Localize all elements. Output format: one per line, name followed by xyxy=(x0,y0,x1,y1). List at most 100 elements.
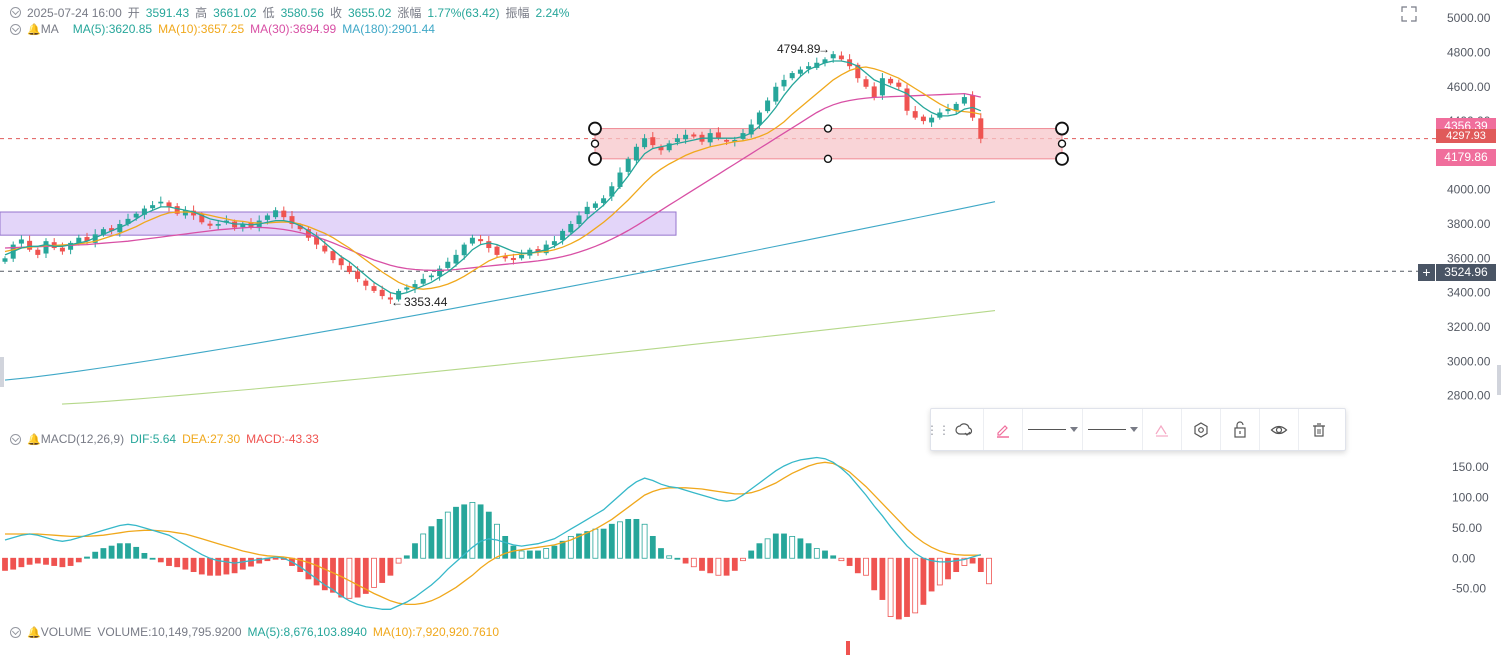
candle-body xyxy=(84,237,90,242)
box-handles[interactable] xyxy=(588,121,1069,166)
macd-histogram-bar xyxy=(576,533,582,559)
macd-histogram-bar xyxy=(633,518,640,559)
macd-histogram-bar xyxy=(961,557,968,566)
macd-histogram-bar xyxy=(371,557,377,588)
ma5-value: MA(5):3620.85 xyxy=(72,22,153,36)
collapse-icon[interactable] xyxy=(10,23,21,35)
price-tick-label: 4800.00 xyxy=(1447,45,1491,59)
macd-histogram-bar xyxy=(895,557,902,620)
alert-bell-icon[interactable]: 🔔 xyxy=(27,433,41,446)
candle-body xyxy=(502,255,508,259)
fullscreen-icon[interactable] xyxy=(1401,6,1417,22)
low-annotation: 3353.44 xyxy=(404,295,448,309)
drawing-boxes[interactable] xyxy=(0,128,1063,236)
candle-body xyxy=(560,230,566,241)
candle-body xyxy=(625,158,631,172)
macd-tick-label: 0.00 xyxy=(1452,551,1476,565)
macd-tick-label: 150.00 xyxy=(1452,460,1489,474)
delete-icon[interactable] xyxy=(1299,409,1338,450)
macd-histogram-bar xyxy=(813,548,820,559)
candle-body xyxy=(937,112,943,118)
macd-histogram-bar xyxy=(354,557,361,598)
macd-histogram-bar xyxy=(362,557,369,594)
candle-body xyxy=(281,210,287,218)
macd-histogram-bar xyxy=(764,538,771,559)
candle-body xyxy=(970,95,976,118)
macd-histogram-bar xyxy=(748,550,755,559)
price-axis: 2800.00 3000.00 3200.00 3400.00 3600.00 3800.… xyxy=(1447,11,1491,402)
candle-body xyxy=(855,64,861,79)
collapse-icon[interactable] xyxy=(10,626,21,638)
macd-value: MACD:-43.33 xyxy=(246,432,319,446)
pencil-icon[interactable] xyxy=(984,409,1023,450)
collapse-icon[interactable] xyxy=(10,433,21,445)
high-value: 3661.02 xyxy=(213,5,257,20)
macd-histogram-bar xyxy=(928,557,935,592)
right-scroll-handle[interactable] xyxy=(1497,365,1501,395)
macd-histogram-bar xyxy=(854,557,861,574)
candle-body xyxy=(289,216,295,225)
macd-histogram-bar xyxy=(912,557,919,614)
candle-body xyxy=(240,224,246,228)
macd-histogram-bar xyxy=(403,555,410,559)
macd-histogram-bar xyxy=(18,557,25,568)
macd-histogram-bar xyxy=(149,557,156,560)
macd-histogram-bar xyxy=(846,557,853,566)
macd-tick-label: 50.00 xyxy=(1452,521,1482,535)
price-tick-label: 4000.00 xyxy=(1447,183,1491,197)
macd-histogram-bar xyxy=(887,557,894,617)
line-style-icon[interactable] xyxy=(1023,409,1083,450)
left-scroll-handle[interactable] xyxy=(0,357,4,387)
line-width-icon[interactable] xyxy=(1083,409,1143,450)
amplitude-value: 2.24% xyxy=(535,5,570,20)
visibility-icon[interactable] xyxy=(1260,409,1299,450)
price-tick-label: 4600.00 xyxy=(1447,80,1491,94)
drag-grip-icon[interactable]: ⋮⋮ xyxy=(926,422,950,437)
add-alert-plus-icon[interactable]: + xyxy=(1418,264,1435,281)
candle-body xyxy=(978,118,984,139)
candle-body xyxy=(461,244,467,256)
ma-name: MA xyxy=(40,22,59,36)
candle-body xyxy=(691,134,697,137)
text-style-icon[interactable] xyxy=(1143,409,1182,450)
macd-histogram-bar xyxy=(674,557,681,560)
price-tick-label: 2800.00 xyxy=(1447,389,1491,403)
purple-zone xyxy=(0,211,677,236)
ma180-line xyxy=(4,201,996,381)
macd-histogram-bar xyxy=(649,535,656,559)
candle-body xyxy=(486,241,492,249)
candle-body xyxy=(961,97,967,104)
macd-histogram-bar xyxy=(223,557,230,575)
template-icon[interactable] xyxy=(945,409,984,450)
pink-zone xyxy=(594,128,1063,160)
open-value: 3591.43 xyxy=(145,5,190,20)
macd-histogram-bar xyxy=(559,540,566,559)
alert-bell-icon[interactable]: 🔔 xyxy=(27,626,41,639)
drawing-toolbar: ⋮⋮ xyxy=(926,408,1346,451)
candle-body xyxy=(551,241,557,245)
candle-body xyxy=(494,246,500,255)
macd-histogram-bar xyxy=(715,557,722,576)
lock-icon[interactable] xyxy=(1221,409,1260,450)
macd-histogram-bar xyxy=(190,557,197,573)
volume-ma5-value: MA(5):8,676,103.8940 xyxy=(247,625,367,639)
candle-body xyxy=(576,215,582,225)
macd-histogram-bar xyxy=(395,557,402,564)
alert-bell-icon[interactable]: 🔔 xyxy=(27,23,41,36)
settings-icon[interactable] xyxy=(1182,409,1221,450)
collapse-icon[interactable] xyxy=(10,7,21,18)
macd-histogram-bar xyxy=(436,518,443,559)
candle-body xyxy=(338,258,344,266)
close-value: 3655.02 xyxy=(347,5,392,20)
macd-histogram-bar xyxy=(625,518,632,559)
candle-body xyxy=(355,271,361,279)
macd-histogram-bar xyxy=(84,556,90,559)
candle-body xyxy=(371,286,377,291)
box-bottom-price-tag: 4179.86 xyxy=(1436,149,1496,166)
candle-body xyxy=(346,265,352,273)
candle-body xyxy=(174,206,180,214)
amplitude-label: 振幅 xyxy=(505,6,530,20)
candle-body xyxy=(683,134,689,140)
macd-histogram-bar xyxy=(731,557,738,571)
